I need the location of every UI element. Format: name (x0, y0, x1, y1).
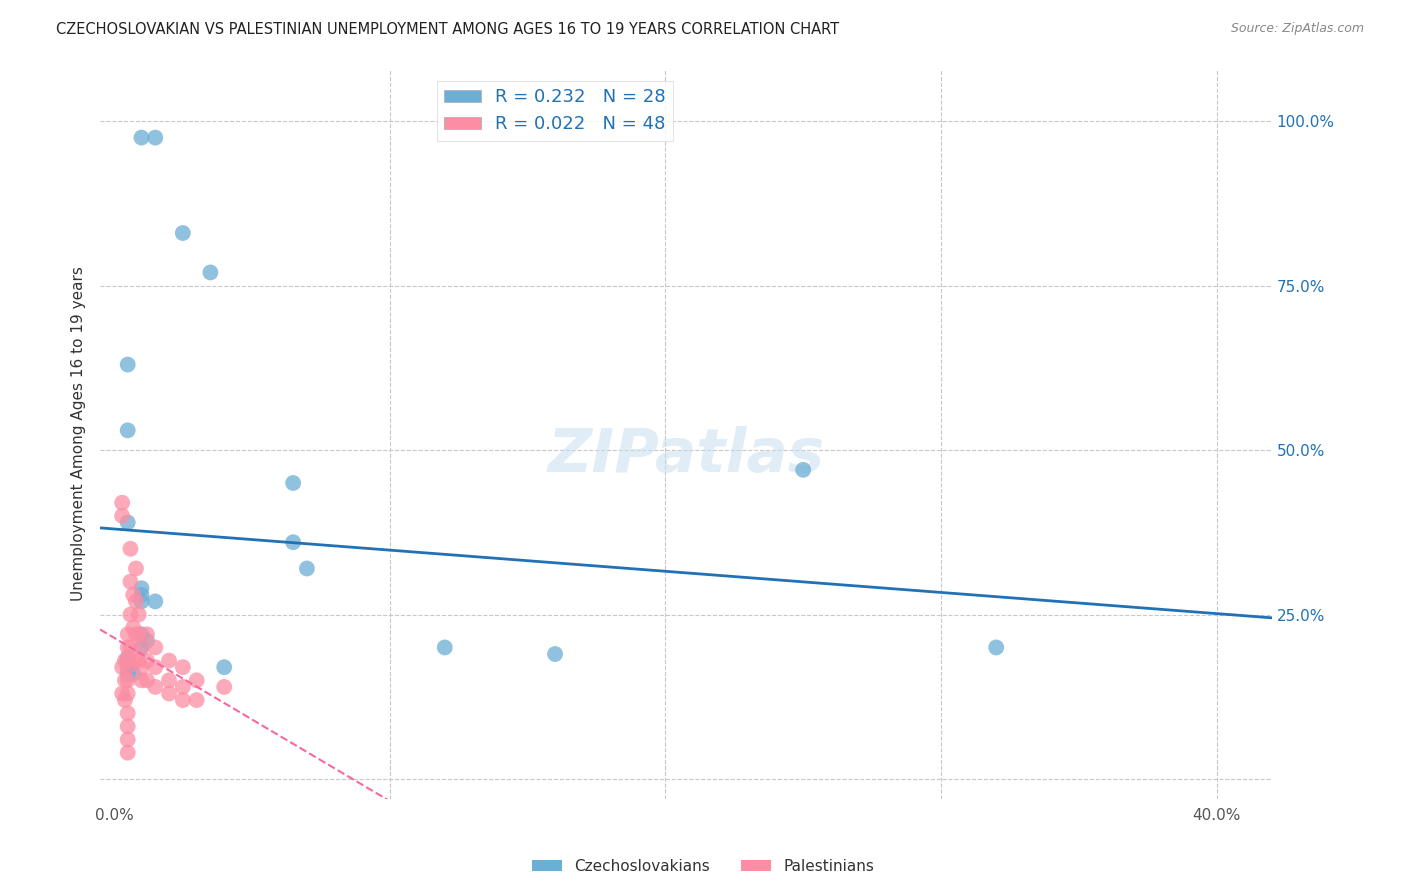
Point (111, 496, 134, 510)
Point (131, 581, 153, 595)
Point (114, 673, 136, 688)
Point (131, 640, 153, 655)
Point (117, 660, 139, 674)
Point (120, 640, 142, 655)
Point (120, 541, 142, 556)
Point (131, 673, 153, 688)
Point (114, 693, 136, 707)
Point (117, 660, 139, 674)
Point (117, 654, 139, 668)
Point (117, 640, 139, 655)
Point (117, 732, 139, 747)
Point (157, 673, 180, 688)
Legend: Czechoslovakians, Palestinians: Czechoslovakians, Palestinians (526, 853, 880, 880)
Point (131, 627, 153, 641)
Point (172, 660, 194, 674)
Point (172, 693, 194, 707)
Point (295, 561, 318, 575)
Point (212, 660, 235, 674)
Point (986, 640, 1008, 655)
Point (186, 693, 208, 707)
Point (131, 660, 153, 674)
Point (125, 594, 148, 608)
Point (136, 654, 159, 668)
Point (114, 654, 136, 668)
Point (117, 423, 139, 437)
Point (128, 607, 150, 622)
Point (157, 686, 180, 700)
Point (136, 633, 159, 648)
Point (131, 130, 153, 145)
Point (117, 516, 139, 530)
Point (120, 607, 142, 622)
Point (200, 265, 222, 279)
Point (128, 654, 150, 668)
Text: CZECHOSLOVAKIAN VS PALESTINIAN UNEMPLOYMENT AMONG AGES 16 TO 19 YEARS CORRELATIO: CZECHOSLOVAKIAN VS PALESTINIAN UNEMPLOYM… (56, 22, 839, 37)
Point (117, 706, 139, 721)
Point (111, 660, 134, 674)
Point (117, 358, 139, 372)
Point (186, 673, 208, 688)
Point (120, 574, 142, 589)
Point (143, 640, 166, 655)
Point (212, 680, 235, 694)
Point (117, 746, 139, 760)
Point (117, 673, 139, 688)
Point (117, 719, 139, 733)
Point (172, 226, 194, 240)
Point (111, 686, 134, 700)
Legend: R = 0.232   N = 28, R = 0.022   N = 48: R = 0.232 N = 28, R = 0.022 N = 48 (437, 81, 673, 141)
Point (128, 627, 150, 641)
Y-axis label: Unemployment Among Ages 16 to 19 years: Unemployment Among Ages 16 to 19 years (72, 266, 86, 601)
Point (172, 680, 194, 694)
Point (122, 621, 145, 635)
Point (120, 660, 142, 674)
Point (111, 508, 134, 523)
Point (122, 666, 145, 681)
Point (433, 640, 456, 655)
Point (143, 680, 166, 694)
Point (143, 660, 166, 674)
Point (131, 594, 153, 608)
Point (136, 673, 159, 688)
Text: ZIPatlas: ZIPatlas (547, 426, 824, 485)
Point (117, 654, 139, 668)
Point (125, 654, 148, 668)
Point (131, 588, 153, 602)
Point (157, 654, 180, 668)
Point (117, 627, 139, 641)
Point (136, 627, 159, 641)
Point (143, 130, 166, 145)
Point (117, 650, 139, 665)
Point (125, 561, 148, 575)
Point (281, 535, 304, 549)
Point (131, 640, 153, 655)
Point (544, 647, 567, 661)
Point (792, 463, 814, 477)
Point (117, 686, 139, 700)
Point (122, 588, 145, 602)
Point (125, 627, 148, 641)
Point (143, 594, 166, 608)
Point (117, 666, 139, 681)
Text: Source: ZipAtlas.com: Source: ZipAtlas.com (1230, 22, 1364, 36)
Point (281, 475, 304, 490)
